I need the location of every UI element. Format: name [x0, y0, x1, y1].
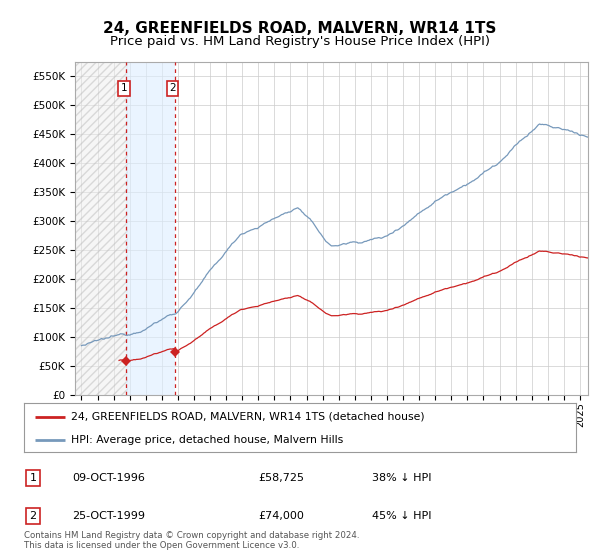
Text: HPI: Average price, detached house, Malvern Hills: HPI: Average price, detached house, Malv…	[71, 435, 343, 445]
Text: £74,000: £74,000	[258, 511, 304, 521]
Text: Contains HM Land Registry data © Crown copyright and database right 2024.
This d: Contains HM Land Registry data © Crown c…	[24, 530, 359, 550]
Bar	[75, 62, 128, 395]
Text: 2: 2	[169, 83, 176, 94]
Text: 24, GREENFIELDS ROAD, MALVERN, WR14 1TS (detached house): 24, GREENFIELDS ROAD, MALVERN, WR14 1TS …	[71, 412, 425, 422]
Text: 24, GREENFIELDS ROAD, MALVERN, WR14 1TS: 24, GREENFIELDS ROAD, MALVERN, WR14 1TS	[103, 21, 497, 36]
Text: 2: 2	[29, 511, 37, 521]
Text: £58,725: £58,725	[258, 473, 304, 483]
Text: Price paid vs. HM Land Registry's House Price Index (HPI): Price paid vs. HM Land Registry's House …	[110, 35, 490, 48]
Text: 1: 1	[121, 83, 127, 94]
Text: 38% ↓ HPI: 38% ↓ HPI	[372, 473, 431, 483]
Text: 1: 1	[29, 473, 37, 483]
Text: 09-OCT-1996: 09-OCT-1996	[72, 473, 145, 483]
Bar	[126, 62, 175, 395]
Text: 45% ↓ HPI: 45% ↓ HPI	[372, 511, 431, 521]
Text: 25-OCT-1999: 25-OCT-1999	[72, 511, 145, 521]
